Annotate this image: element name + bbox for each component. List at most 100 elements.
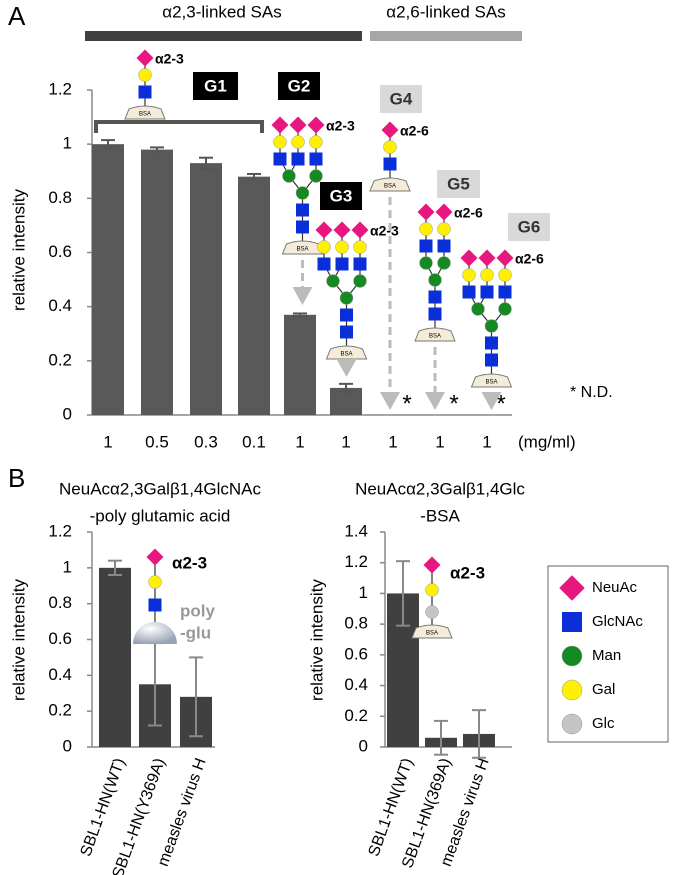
gal-icon xyxy=(335,240,349,254)
g1-bracket xyxy=(94,120,264,133)
gal-icon xyxy=(291,135,305,149)
neuac-icon xyxy=(271,116,289,134)
group-name: G1 xyxy=(204,76,227,95)
legend-swatch xyxy=(561,645,583,667)
man-icon xyxy=(282,169,296,183)
x-tick-label: 0.1 xyxy=(242,432,266,451)
x-tick-label: 1 xyxy=(341,432,350,451)
glcnac-icon xyxy=(498,285,512,299)
bar xyxy=(190,163,222,415)
gal-icon xyxy=(425,583,439,597)
x-tick-label: 1 xyxy=(482,432,491,451)
neuac-icon xyxy=(307,116,325,134)
y-tick-label: 0.2 xyxy=(48,701,72,720)
glcnac-icon xyxy=(485,336,498,350)
group-box xyxy=(193,72,238,100)
y-tick-label: 0 xyxy=(359,736,368,755)
legend-swatch xyxy=(561,713,583,735)
y-tick-label: 1.2 xyxy=(344,552,368,571)
x-tick-label: 1 xyxy=(388,432,397,451)
neuac-icon xyxy=(381,121,399,139)
glcnac-icon xyxy=(437,239,451,253)
glcnac-icon xyxy=(383,157,397,171)
man-icon xyxy=(419,256,433,270)
y-tick-label: 0.4 xyxy=(344,675,368,694)
error-bar xyxy=(199,156,213,170)
glcnac-icon xyxy=(428,307,442,321)
group-name: G4 xyxy=(390,89,413,108)
nd-note: * N.D. xyxy=(570,384,613,401)
bsa-label: BSA xyxy=(429,334,441,340)
group-bar xyxy=(85,31,362,41)
neuac-icon xyxy=(423,556,441,574)
error-bar xyxy=(472,709,486,759)
y-axis-label: relative intensity xyxy=(9,189,28,311)
glcnac-icon xyxy=(485,353,498,367)
y-tick-label: 0.4 xyxy=(48,665,72,684)
man-icon xyxy=(339,291,354,305)
x-tick-label: 1 xyxy=(295,432,304,451)
gal-icon xyxy=(309,135,323,149)
y-tick-label: 1.4 xyxy=(344,521,368,540)
bsa-base xyxy=(470,373,513,388)
gal-icon xyxy=(353,240,367,254)
arrow-head xyxy=(425,392,445,410)
group-box xyxy=(320,182,362,210)
y-tick-label: 0 xyxy=(63,736,72,755)
bsa-label: BSA xyxy=(139,112,151,118)
man-icon xyxy=(326,274,340,288)
glcnac-icon xyxy=(419,239,433,253)
arrow-head xyxy=(380,392,400,410)
value-label: * xyxy=(449,390,458,417)
man-icon xyxy=(498,302,512,316)
chart-title: -poly glutamic acid xyxy=(90,506,231,525)
glcnac-icon xyxy=(309,152,323,166)
gal-icon xyxy=(480,268,494,282)
error-bar xyxy=(247,172,261,181)
man-icon xyxy=(471,302,485,316)
y-tick-label: 0.2 xyxy=(48,350,72,369)
y-tick-label: 0.6 xyxy=(48,629,72,648)
glcnac-icon xyxy=(353,257,367,271)
neuac-icon xyxy=(435,203,453,221)
y-tick-label: 0.6 xyxy=(344,644,368,663)
glcnac-icon xyxy=(340,308,353,322)
error-bar xyxy=(108,559,122,576)
bsa-label: BSA xyxy=(426,631,438,637)
linkage-label: α2-6 xyxy=(454,205,483,221)
y-axis-label: relative intensity xyxy=(9,579,28,701)
neuac-icon xyxy=(351,221,369,239)
glcnac-icon xyxy=(335,257,349,271)
group-box xyxy=(278,72,320,100)
bsa-base xyxy=(325,345,368,360)
linkage-label: α2-6 xyxy=(515,251,544,267)
group-box xyxy=(437,170,480,198)
gal-icon xyxy=(148,575,162,589)
y-tick-label: 0.8 xyxy=(48,593,72,612)
bar xyxy=(99,567,131,747)
value-label: * xyxy=(496,390,505,417)
x-tick-label: 0.3 xyxy=(194,432,218,451)
arrow-head xyxy=(292,287,313,305)
legend-swatch xyxy=(562,612,582,632)
group-name: G2 xyxy=(288,76,311,95)
error-bar xyxy=(150,146,164,153)
error-bar xyxy=(396,560,410,627)
neuac-icon xyxy=(289,116,307,134)
chart-title: -BSA xyxy=(420,506,460,525)
legend-label: Man xyxy=(592,647,621,664)
bsa-label: BSA xyxy=(384,184,396,190)
man-icon xyxy=(309,169,323,183)
gal-icon xyxy=(138,68,152,82)
neuac-icon xyxy=(460,249,478,267)
linkage-label: α2-3 xyxy=(370,223,399,239)
bsa-base xyxy=(414,327,456,342)
neuac-icon xyxy=(496,249,514,267)
gal-icon xyxy=(462,268,476,282)
neuac-icon xyxy=(136,49,154,67)
glcnac-icon xyxy=(138,85,152,99)
y-tick-label: 0.6 xyxy=(48,242,72,261)
carrier-label: -glu xyxy=(180,623,211,642)
y-tick-label: 1 xyxy=(63,134,72,153)
